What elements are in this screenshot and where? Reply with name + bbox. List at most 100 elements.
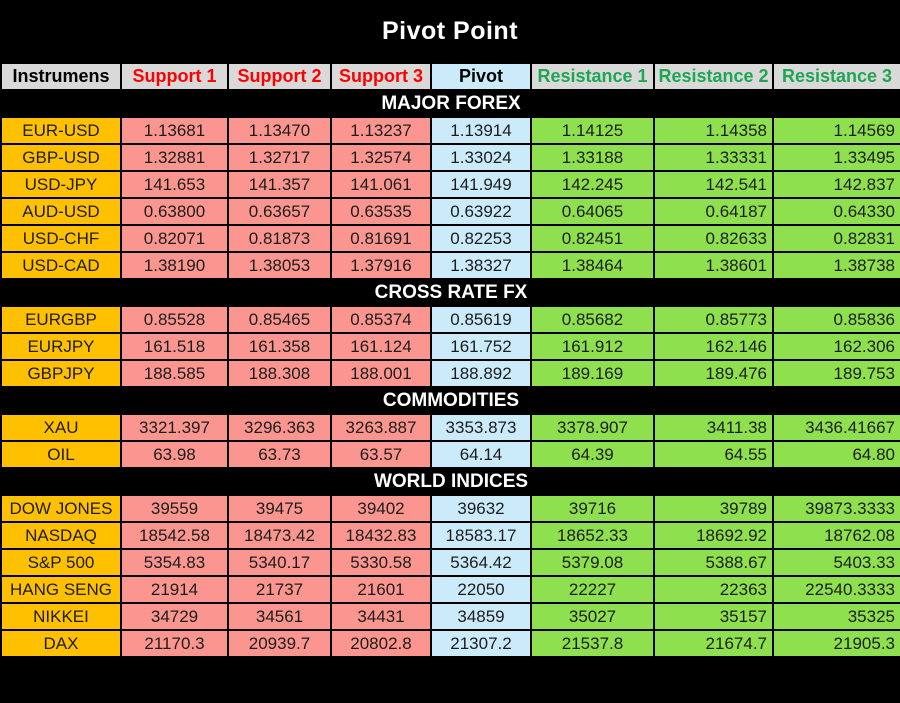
resistance-3-cell: 1.38738 [772,251,900,280]
column-header-resistance-3: Resistance 3 [772,62,900,91]
resistance-3-cell: 35325 [772,602,900,631]
support-3-cell: 63.57 [330,440,432,469]
support-1-cell: 21914 [120,575,229,604]
table-row: NIKKEI 34729 34561 34431 34859 35027 35157 3532… [0,602,900,631]
resistance-2-cell: 1.33331 [653,143,774,172]
resistance-1-cell: 64.39 [530,440,655,469]
support-2-cell: 141.357 [227,170,332,199]
section-row: MAJOR FOREX [0,89,900,118]
instrument-cell: DOW JONES [0,494,122,523]
resistance-3-cell: 1.33495 [772,143,900,172]
table-row: OIL 63.98 63.73 63.57 64.14 64.39 64.55 64.80 [0,440,900,469]
support-1-cell: 21170.3 [120,629,229,658]
table-row: HANG SENG 21914 21737 21601 22050 22227 22363 2… [0,575,900,604]
support-1-cell: 0.63800 [120,197,229,226]
instrument-cell: NIKKEI [0,602,122,631]
instrument-cell: DAX [0,629,122,658]
section-banner: WORLD INDICES [0,467,900,496]
pivot-cell: 188.892 [430,359,532,388]
resistance-1-cell: 1.33188 [530,143,655,172]
support-3-cell: 0.81691 [330,224,432,253]
pivot-cell: 141.949 [430,170,532,199]
resistance-2-cell: 35157 [653,602,774,631]
resistance-1-cell: 0.82451 [530,224,655,253]
resistance-3-cell: 189.753 [772,359,900,388]
table-row: DAX 21170.3 20939.7 20802.8 21307.2 21537.8 21… [0,629,900,658]
page-title: Pivot Point [381,16,519,45]
support-3-cell: 161.124 [330,332,432,361]
column-header-support-2: Support 2 [227,62,332,91]
support-3-cell: 21601 [330,575,432,604]
resistance-2-cell: 21674.7 [653,629,774,658]
support-1-cell: 1.32881 [120,143,229,172]
resistance-1-cell: 0.64065 [530,197,655,226]
instrument-cell: USD-CHF [0,224,122,253]
resistance-3-cell: 0.85836 [772,305,900,334]
resistance-1-cell: 21537.8 [530,629,655,658]
instrument-cell: USD-JPY [0,170,122,199]
pivot-cell: 0.63922 [430,197,532,226]
resistance-2-cell: 189.476 [653,359,774,388]
resistance-3-cell: 39873.3333 [772,494,900,523]
resistance-1-cell: 161.912 [530,332,655,361]
table-row: EURGBP 0.85528 0.85465 0.85374 0.85619 0.8568… [0,305,900,334]
resistance-1-cell: 189.169 [530,359,655,388]
support-2-cell: 188.308 [227,359,332,388]
support-3-cell: 188.001 [330,359,432,388]
support-2-cell: 18473.42 [227,521,332,550]
support-3-cell: 5330.58 [330,548,432,577]
pivot-cell: 64.14 [430,440,532,469]
table-row: USD-CHF 0.82071 0.81873 0.81691 0.82253 0.824… [0,224,900,253]
support-1-cell: 18542.58 [120,521,229,550]
pivot-cell: 21307.2 [430,629,532,658]
support-1-cell: 1.38190 [120,251,229,280]
pivot-cell: 1.13914 [430,116,532,145]
table-row: EURJPY 161.518 161.358 161.124 161.752 161.91… [0,332,900,361]
pivot-cell: 18583.17 [430,521,532,550]
resistance-2-cell: 0.82633 [653,224,774,253]
section-row: COMMODITIES [0,386,900,415]
resistance-3-cell: 0.82831 [772,224,900,253]
table-row: USD-CAD 1.38190 1.38053 1.37916 1.38327 1.384… [0,251,900,280]
pivot-cell: 3353.873 [430,413,532,442]
instrument-cell: EUR-USD [0,116,122,145]
resistance-2-cell: 1.38601 [653,251,774,280]
column-header-resistance-1: Resistance 1 [530,62,655,91]
pivot-cell: 1.38327 [430,251,532,280]
section-row: CROSS RATE FX [0,278,900,307]
support-1-cell: 63.98 [120,440,229,469]
pivot-cell: 1.33024 [430,143,532,172]
support-3-cell: 1.13237 [330,116,432,145]
support-2-cell: 0.85465 [227,305,332,334]
resistance-1-cell: 22227 [530,575,655,604]
support-2-cell: 34561 [227,602,332,631]
support-2-cell: 21737 [227,575,332,604]
resistance-1-cell: 39716 [530,494,655,523]
support-3-cell: 0.63535 [330,197,432,226]
instrument-cell: GBP-USD [0,143,122,172]
resistance-3-cell: 1.14569 [772,116,900,145]
support-2-cell: 5340.17 [227,548,332,577]
resistance-1-cell: 35027 [530,602,655,631]
pivot-cell: 0.82253 [430,224,532,253]
support-1-cell: 0.85528 [120,305,229,334]
resistance-2-cell: 1.14358 [653,116,774,145]
table-row: AUD-USD 0.63800 0.63657 0.63535 0.63922 0.640… [0,197,900,226]
table-row: S&P 500 5354.83 5340.17 5330.58 5364.42 5379.… [0,548,900,577]
resistance-2-cell: 162.146 [653,332,774,361]
instrument-cell: S&P 500 [0,548,122,577]
support-1-cell: 188.585 [120,359,229,388]
resistance-2-cell: 0.64187 [653,197,774,226]
instrument-cell: NASDAQ [0,521,122,550]
resistance-3-cell: 162.306 [772,332,900,361]
section-banner: MAJOR FOREX [0,89,900,118]
header-row: Instrumens Support 1 Support 2 Support 3… [0,62,900,91]
support-1-cell: 39559 [120,494,229,523]
section-banner: COMMODITIES [0,386,900,415]
resistance-1-cell: 18652.33 [530,521,655,550]
resistance-2-cell: 5388.67 [653,548,774,577]
resistance-3-cell: 18762.08 [772,521,900,550]
resistance-2-cell: 18692.92 [653,521,774,550]
support-2-cell: 20939.7 [227,629,332,658]
resistance-2-cell: 0.85773 [653,305,774,334]
